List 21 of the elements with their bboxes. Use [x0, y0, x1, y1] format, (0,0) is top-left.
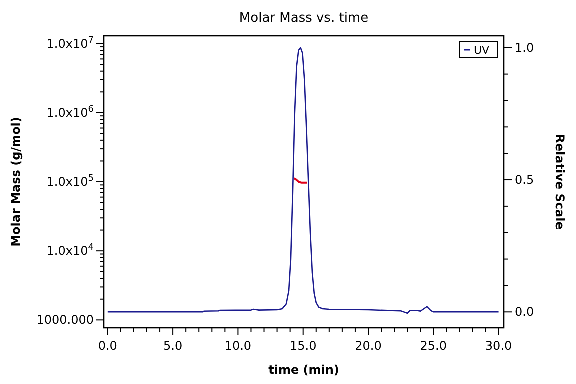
y-tick-label: 1.0x10$^{5}$ [46, 174, 94, 190]
y2-tick-label: 0.5 [515, 173, 534, 188]
x-axis-title: time (min) [268, 363, 340, 377]
x-tick-label: 5.0 [164, 339, 183, 353]
line-series [107, 47, 500, 314]
x-tick-label: 20.0 [355, 339, 382, 353]
x-tick-label: 30.0 [485, 339, 512, 353]
legend-label: UV [474, 44, 490, 57]
y-tick-label: 1.0x10$^{6}$ [46, 104, 94, 120]
x-tick-label: 15.0 [290, 339, 317, 353]
x-tick-label: 25.0 [420, 339, 447, 353]
y-tick-label: 1.0x10$^{4}$ [46, 243, 94, 258]
y-axis-title: Molar Mass (g/mol) [9, 117, 23, 247]
y2-tick-label: 0.0 [515, 305, 534, 320]
y2-tick-label: 1.0 [515, 40, 534, 55]
y-tick-label: 1000.000 [36, 313, 94, 328]
x-tick-label: 0.0 [98, 339, 118, 353]
x-tick-label: 10.0 [224, 339, 252, 353]
y2-axis-title: Relative Scale [553, 134, 567, 230]
chart-title: Molar Mass vs. time [239, 11, 369, 26]
y-tick-label: 1.0x10$^{7}$ [46, 36, 94, 51]
